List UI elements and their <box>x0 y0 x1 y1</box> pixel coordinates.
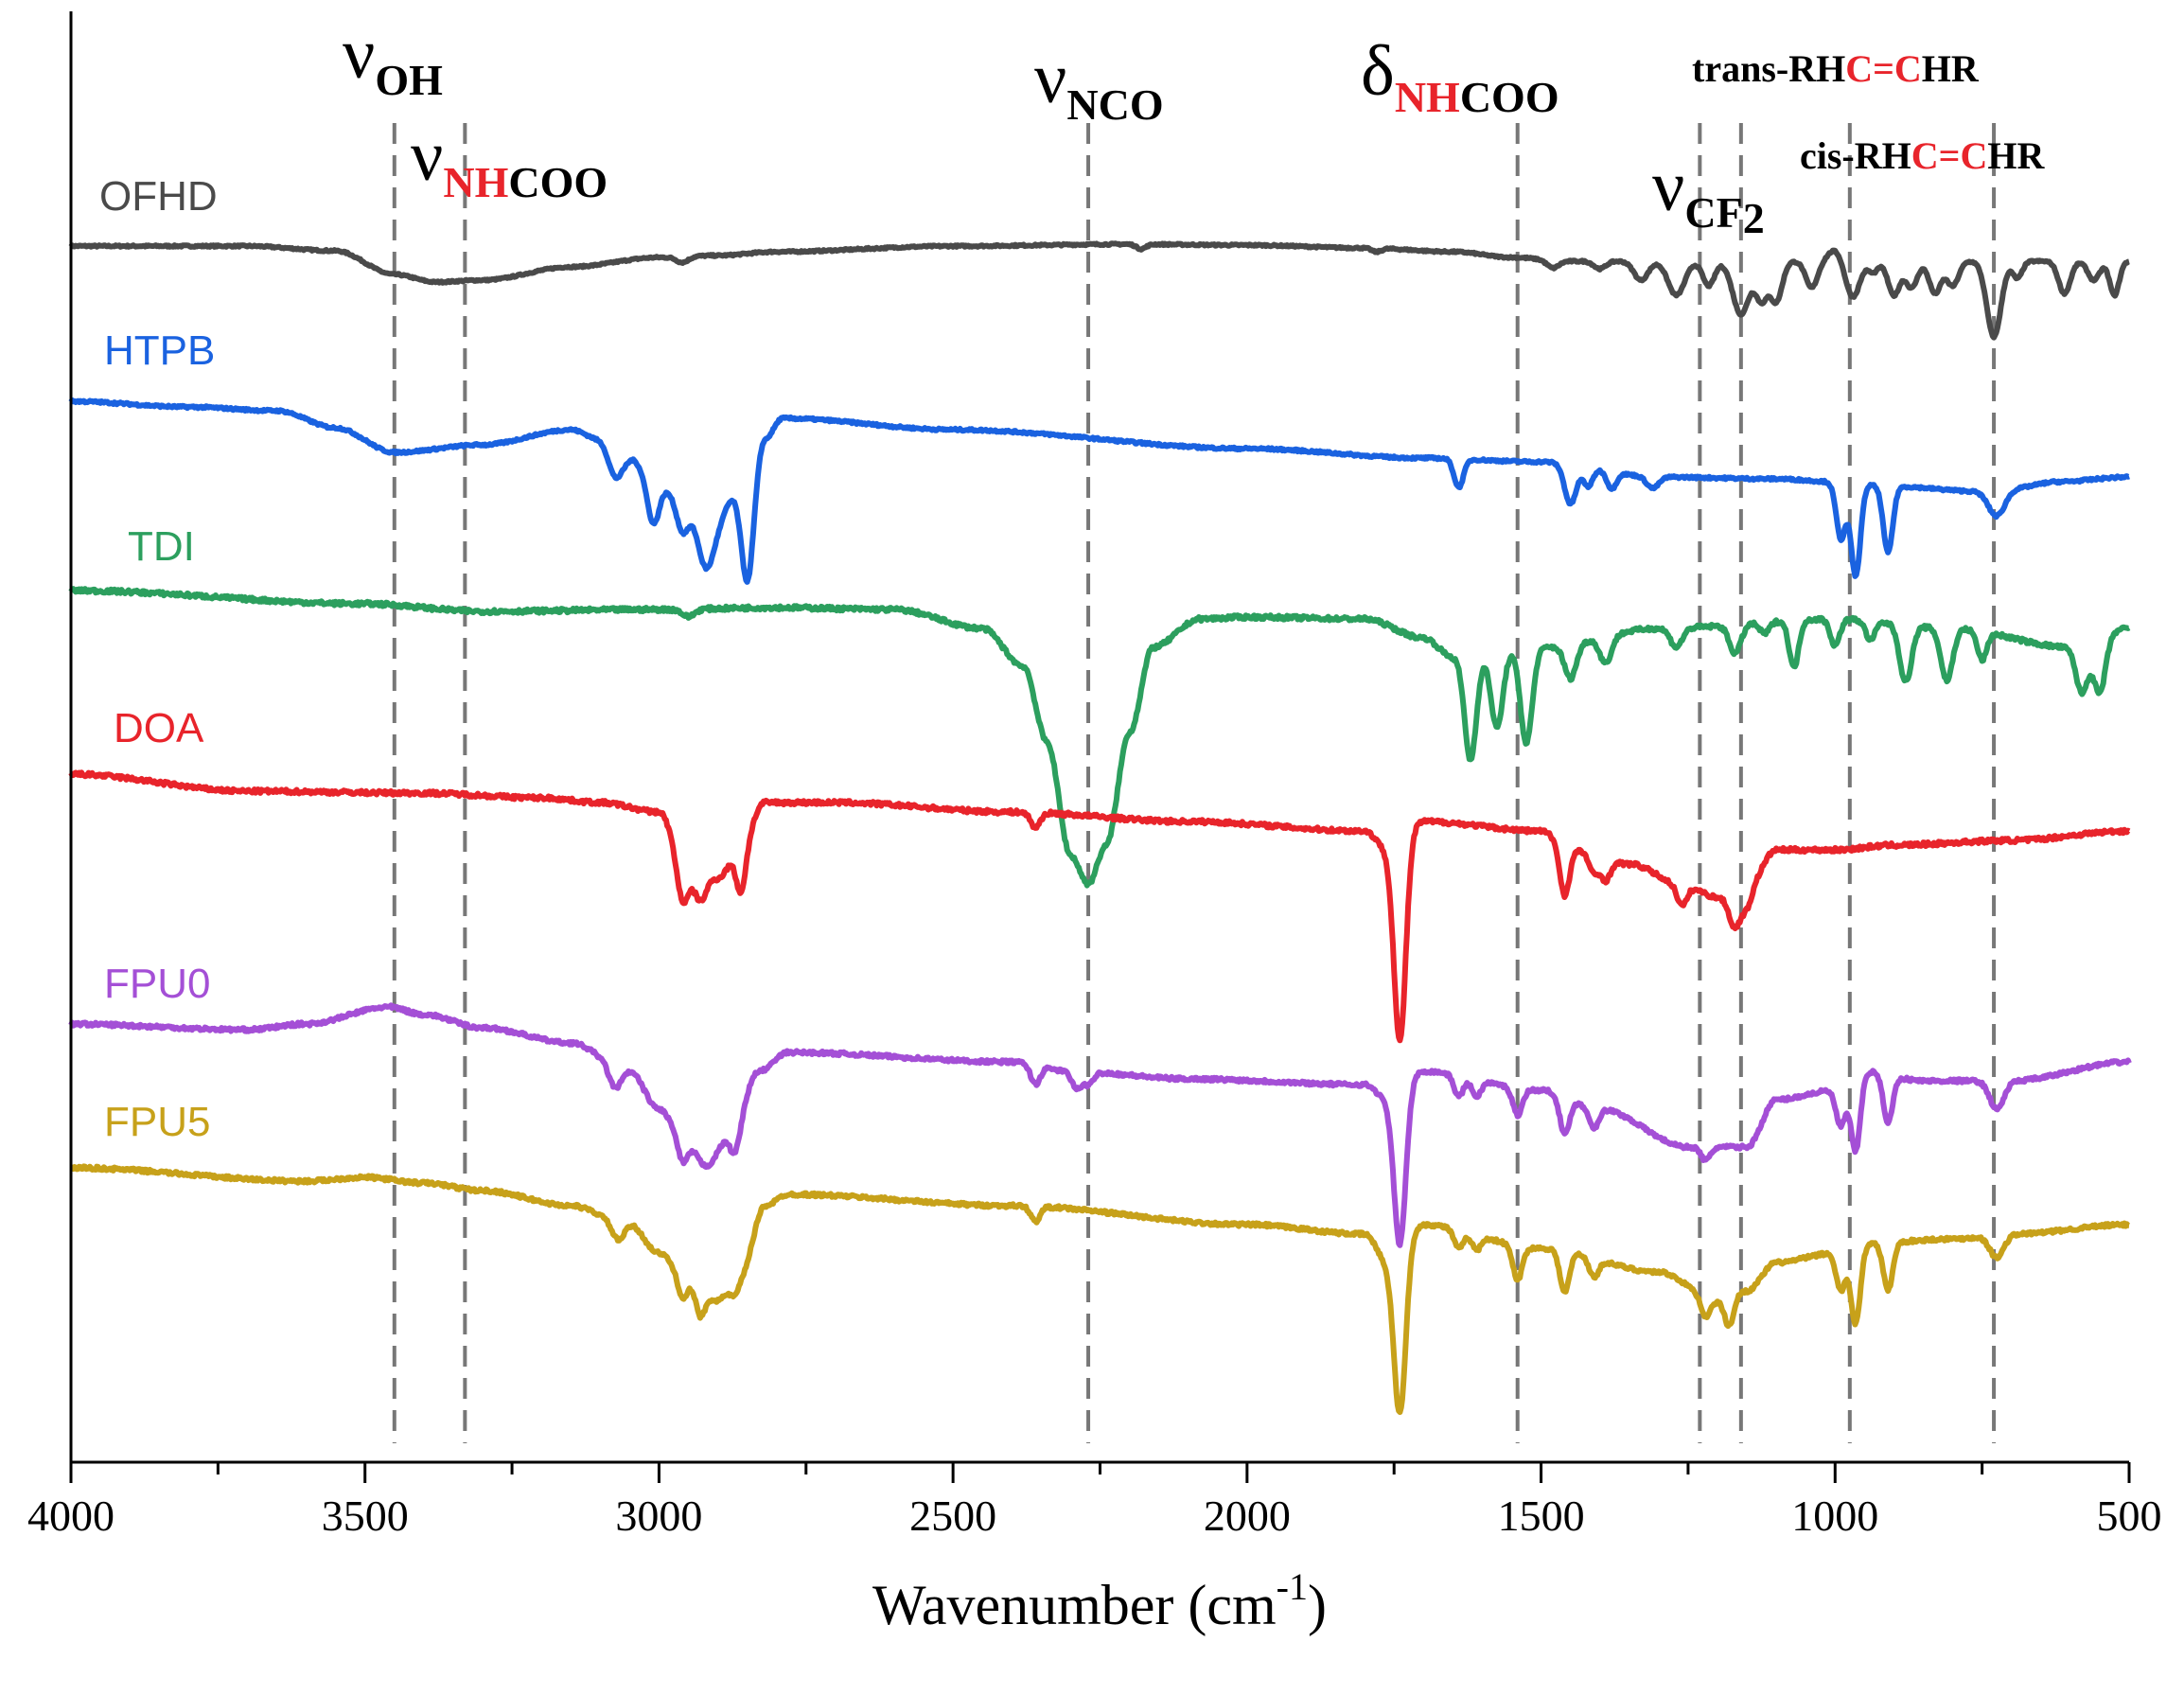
series-line-fpu5 <box>69 1163 2131 1416</box>
series-label-tdi: TDI <box>128 523 195 570</box>
x-tick-label-3500: 3500 <box>322 1492 409 1540</box>
annotation-v-cf2: νCF2 <box>1652 147 1765 242</box>
series-label-doa: DOA <box>114 705 204 751</box>
series-line-ofhd <box>68 240 2131 341</box>
annotation-d-nhcoo: δNHCOO <box>1361 31 1559 121</box>
annotation-cis: cis-RHC=CHR <box>1800 134 2045 177</box>
x-tick-label-3000: 3000 <box>615 1492 702 1540</box>
x-ticks: 4000 3500 3000 2500 2000 1500 1000 500 <box>27 1462 2162 1540</box>
series-label-ofhd: OFHD <box>99 173 218 220</box>
annotation-v-nco: νNCO <box>1034 39 1164 129</box>
x-axis-title: Wavenumber (cm-1) <box>872 1565 1327 1636</box>
series-line-fpu0 <box>68 1002 2132 1248</box>
series-line-doa <box>68 769 2131 1044</box>
x-tick-label-2500: 2500 <box>909 1492 996 1540</box>
x-tick-label-1000: 1000 <box>1791 1492 1878 1540</box>
series-layer <box>68 240 2132 1416</box>
annotation-v-nhcoo: νNHCOO <box>411 116 608 206</box>
series-labels: OFHD HTPB TDI DOA FPU0 FPU5 <box>99 173 218 1145</box>
series-line-tdi <box>68 586 2131 889</box>
annotation-trans: trans-RHC=CHR <box>1692 47 1980 90</box>
x-tick-label-2000: 2000 <box>1204 1492 1291 1540</box>
series-label-fpu5: FPU5 <box>104 1099 210 1145</box>
annotation-v-oh: νOH <box>343 14 443 104</box>
vertical-reference-lines <box>392 123 1997 1443</box>
series-label-fpu0: FPU0 <box>104 961 210 1007</box>
series-line-htpb <box>68 397 2131 585</box>
x-tick-label-4000: 4000 <box>27 1492 114 1540</box>
x-tick-label-1500: 1500 <box>1498 1492 1585 1540</box>
series-label-htpb: HTPB <box>104 327 215 374</box>
x-tick-label-500: 500 <box>2097 1492 2162 1540</box>
